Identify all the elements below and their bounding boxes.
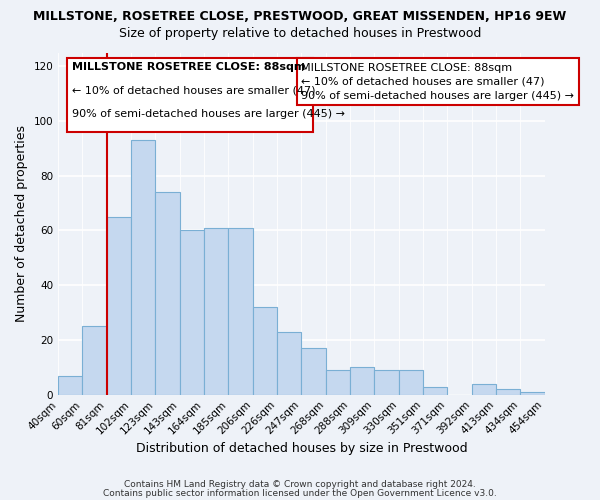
Bar xyxy=(107,217,131,394)
Bar xyxy=(82,326,107,394)
Bar xyxy=(155,192,180,394)
Bar xyxy=(374,370,398,394)
Bar xyxy=(131,140,155,394)
Bar xyxy=(253,307,277,394)
Bar xyxy=(472,384,496,394)
Text: 90% of semi-detached houses are larger (445) →: 90% of semi-detached houses are larger (… xyxy=(71,108,344,118)
Bar xyxy=(423,386,447,394)
Bar xyxy=(277,332,301,394)
Bar xyxy=(180,230,204,394)
Bar xyxy=(58,376,82,394)
FancyBboxPatch shape xyxy=(67,58,313,132)
Bar xyxy=(326,370,350,394)
Text: Size of property relative to detached houses in Prestwood: Size of property relative to detached ho… xyxy=(119,28,481,40)
Bar xyxy=(520,392,545,394)
Bar xyxy=(204,228,229,394)
Bar xyxy=(398,370,423,394)
Bar xyxy=(496,389,520,394)
Text: Contains public sector information licensed under the Open Government Licence v3: Contains public sector information licen… xyxy=(103,488,497,498)
X-axis label: Distribution of detached houses by size in Prestwood: Distribution of detached houses by size … xyxy=(136,442,467,455)
Bar xyxy=(229,228,253,394)
Text: ← 10% of detached houses are smaller (47): ← 10% of detached houses are smaller (47… xyxy=(71,86,315,96)
Bar xyxy=(350,368,374,394)
Y-axis label: Number of detached properties: Number of detached properties xyxy=(15,125,28,322)
Text: MILLSTONE ROSETREE CLOSE: 88sqm
← 10% of detached houses are smaller (47)
90% of: MILLSTONE ROSETREE CLOSE: 88sqm ← 10% of… xyxy=(301,63,574,101)
Bar xyxy=(301,348,326,395)
Text: MILLSTONE ROSETREE CLOSE: 88sqm: MILLSTONE ROSETREE CLOSE: 88sqm xyxy=(71,62,305,72)
Text: Contains HM Land Registry data © Crown copyright and database right 2024.: Contains HM Land Registry data © Crown c… xyxy=(124,480,476,489)
Text: MILLSTONE, ROSETREE CLOSE, PRESTWOOD, GREAT MISSENDEN, HP16 9EW: MILLSTONE, ROSETREE CLOSE, PRESTWOOD, GR… xyxy=(34,10,566,23)
